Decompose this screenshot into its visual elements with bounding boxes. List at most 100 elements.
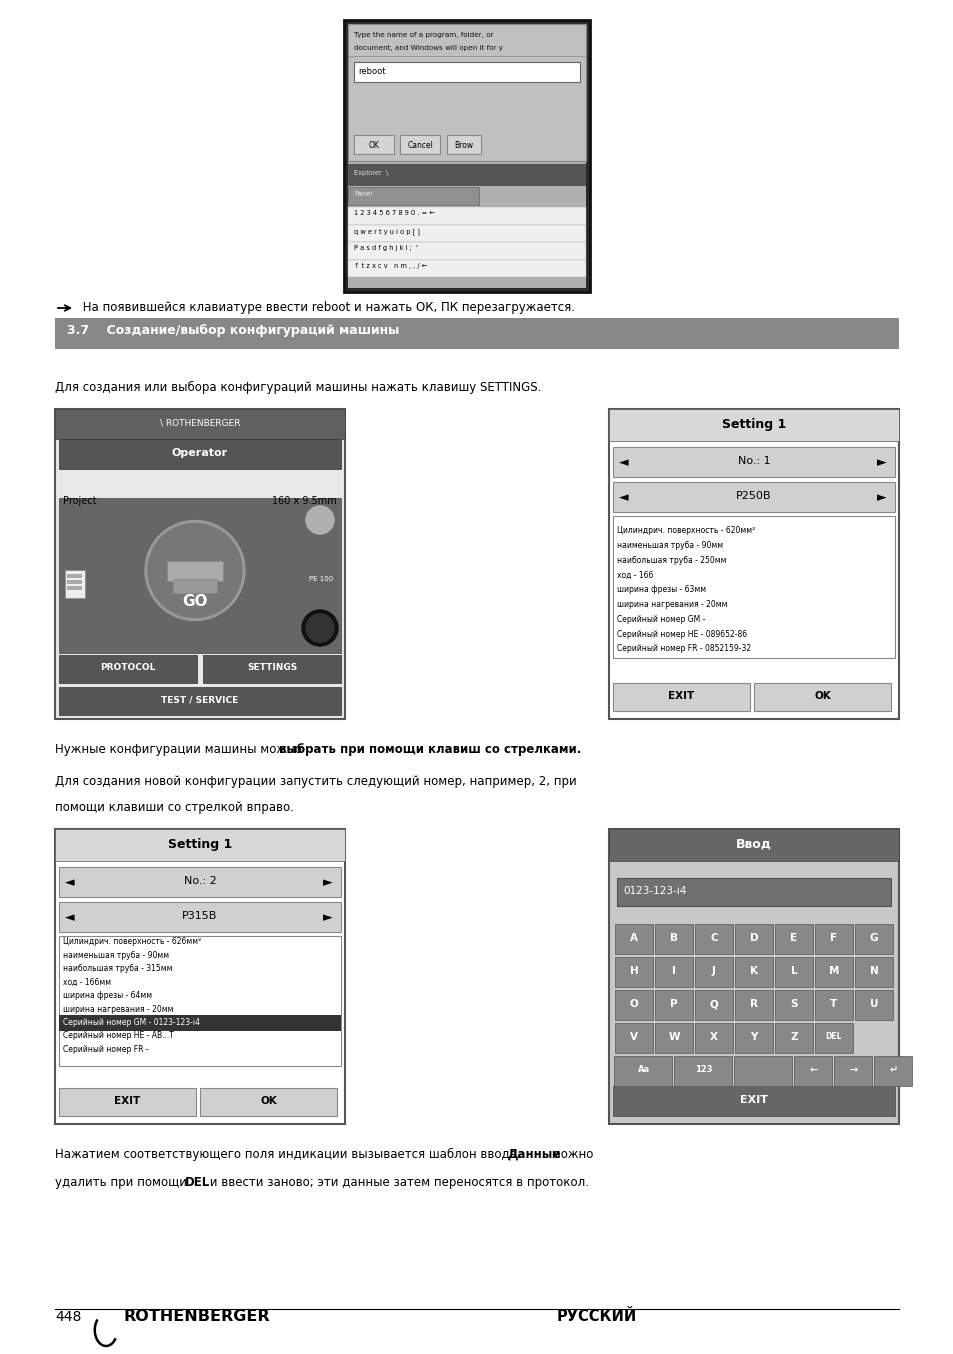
- Text: Серийный номер GM - 0123-123-i4: Серийный номер GM - 0123-123-i4: [63, 1018, 200, 1026]
- Text: можно: можно: [548, 1148, 593, 1160]
- Text: ширина фрезы - 64мм: ширина фрезы - 64мм: [63, 991, 152, 1001]
- Text: 160 x 9.5mm: 160 x 9.5mm: [272, 496, 336, 506]
- Text: R: R: [749, 999, 758, 1009]
- Text: H: H: [629, 965, 638, 976]
- Bar: [167, 561, 223, 581]
- Bar: [59, 902, 340, 932]
- Text: B: B: [669, 933, 678, 942]
- Text: ◄: ◄: [618, 456, 628, 468]
- Text: \ ROTHENBERGER: \ ROTHENBERGER: [159, 418, 240, 427]
- Text: EXIT: EXIT: [668, 691, 694, 701]
- Text: 448: 448: [55, 1311, 81, 1324]
- Bar: [695, 1024, 732, 1053]
- Text: наименьшая труба - 90мм: наименьшая труба - 90мм: [617, 540, 722, 550]
- Text: TEST / SERVICE: TEST / SERVICE: [161, 695, 238, 704]
- Bar: [615, 990, 652, 1020]
- Text: q w e r t y u i o p [ ]: q w e r t y u i o p [ ]: [355, 227, 420, 234]
- Bar: [854, 923, 892, 955]
- Bar: [873, 1056, 911, 1086]
- Text: ход - 166: ход - 166: [617, 570, 653, 580]
- Text: S: S: [789, 999, 797, 1009]
- Bar: [355, 62, 578, 83]
- Text: Project: Project: [63, 496, 96, 506]
- Bar: [348, 242, 585, 260]
- Text: помощи клавиши со стрелкой вправо.: помощи клавиши со стрелкой вправо.: [55, 802, 294, 814]
- Bar: [59, 498, 340, 653]
- Text: Ввод: Ввод: [735, 838, 771, 852]
- Text: РУССКИЙ: РУССКИЙ: [557, 1309, 637, 1324]
- Bar: [608, 829, 898, 861]
- Text: ←: ←: [809, 1066, 818, 1075]
- Bar: [59, 439, 340, 468]
- Bar: [59, 655, 196, 682]
- Text: Серийный номер GM -: Серийный номер GM -: [617, 615, 704, 624]
- Text: OK: OK: [813, 691, 830, 701]
- Bar: [655, 923, 692, 955]
- Text: Type the name of a program, folder, or: Type the name of a program, folder, or: [355, 32, 494, 38]
- Text: Серийный номер НЕ - 089652-86: Серийный номер НЕ - 089652-86: [617, 630, 746, 639]
- Text: C: C: [709, 933, 717, 942]
- Bar: [55, 409, 345, 439]
- Text: PROTOCOL: PROTOCOL: [100, 663, 155, 672]
- Text: ширина фрезы - 63мм: ширина фрезы - 63мм: [617, 585, 705, 594]
- Bar: [59, 1089, 195, 1116]
- Text: P: P: [670, 999, 677, 1009]
- Bar: [617, 877, 890, 906]
- Text: Panel: Panel: [355, 191, 373, 198]
- Bar: [854, 990, 892, 1020]
- Circle shape: [148, 524, 242, 617]
- Text: OK: OK: [369, 141, 379, 150]
- Text: reboot: reboot: [358, 66, 386, 76]
- Bar: [348, 207, 585, 225]
- Text: J: J: [711, 965, 715, 976]
- Text: Нажатием соответствующего поля индикации вызывается шаблон ввода.: Нажатием соответствующего поля индикации…: [55, 1148, 524, 1162]
- Text: Нужные конфигурации машины можно: Нужные конфигурации машины можно: [55, 743, 305, 756]
- Bar: [774, 990, 812, 1020]
- Text: No.: 2: No.: 2: [183, 876, 216, 886]
- Bar: [348, 260, 585, 278]
- Text: P315B: P315B: [182, 911, 217, 921]
- Bar: [833, 1056, 871, 1086]
- Bar: [753, 682, 890, 711]
- Text: 123: 123: [695, 1066, 712, 1074]
- Text: ↵: ↵: [889, 1066, 897, 1075]
- Text: T: T: [829, 999, 837, 1009]
- Text: ►: ►: [323, 911, 333, 923]
- Text: и ввести заново; эти данные затем переносятся в протокол.: и ввести заново; эти данные затем перено…: [206, 1177, 588, 1189]
- Circle shape: [306, 506, 334, 533]
- Text: ширина нагревания - 20мм: ширина нагревания - 20мм: [617, 600, 727, 609]
- Bar: [774, 1024, 812, 1053]
- Bar: [55, 409, 345, 719]
- Text: DEL: DEL: [825, 1032, 841, 1041]
- Bar: [614, 1056, 671, 1086]
- Bar: [348, 24, 585, 288]
- Text: наибольшая труба - 315мм: наибольшая труба - 315мм: [63, 964, 172, 974]
- Text: Данные: Данные: [507, 1148, 560, 1160]
- Text: Серийный номер НЕ - АВ...Т: Серийный номер НЕ - АВ...Т: [63, 1032, 173, 1040]
- Text: 1 2 3 4 5 6 7 8 9 0 . = ←: 1 2 3 4 5 6 7 8 9 0 . = ←: [355, 210, 435, 217]
- Bar: [854, 957, 892, 987]
- Text: U: U: [869, 999, 878, 1009]
- Text: ↑ t z x c v   n m , . / ←: ↑ t z x c v n m , . / ←: [355, 263, 427, 269]
- Text: Q: Q: [709, 999, 718, 1009]
- Bar: [59, 686, 340, 715]
- Bar: [734, 1024, 772, 1053]
- Bar: [203, 655, 340, 682]
- Text: удалить при помощи: удалить при помощи: [55, 1177, 191, 1189]
- Text: L: L: [790, 965, 797, 976]
- Text: ►: ►: [877, 492, 886, 504]
- Text: Brow: Brow: [454, 141, 473, 150]
- Bar: [695, 923, 732, 955]
- Bar: [814, 990, 852, 1020]
- Text: Z: Z: [789, 1032, 797, 1043]
- Text: Серийный номер FR - 0852159-32: Серийный номер FR - 0852159-32: [617, 645, 750, 654]
- Bar: [67, 580, 82, 584]
- Text: 0123-123-i4: 0123-123-i4: [622, 886, 685, 896]
- Bar: [615, 923, 652, 955]
- Bar: [734, 923, 772, 955]
- Text: E: E: [790, 933, 797, 942]
- Text: OK: OK: [260, 1095, 276, 1106]
- Text: W: W: [667, 1032, 679, 1043]
- Circle shape: [145, 520, 245, 620]
- Bar: [348, 187, 478, 206]
